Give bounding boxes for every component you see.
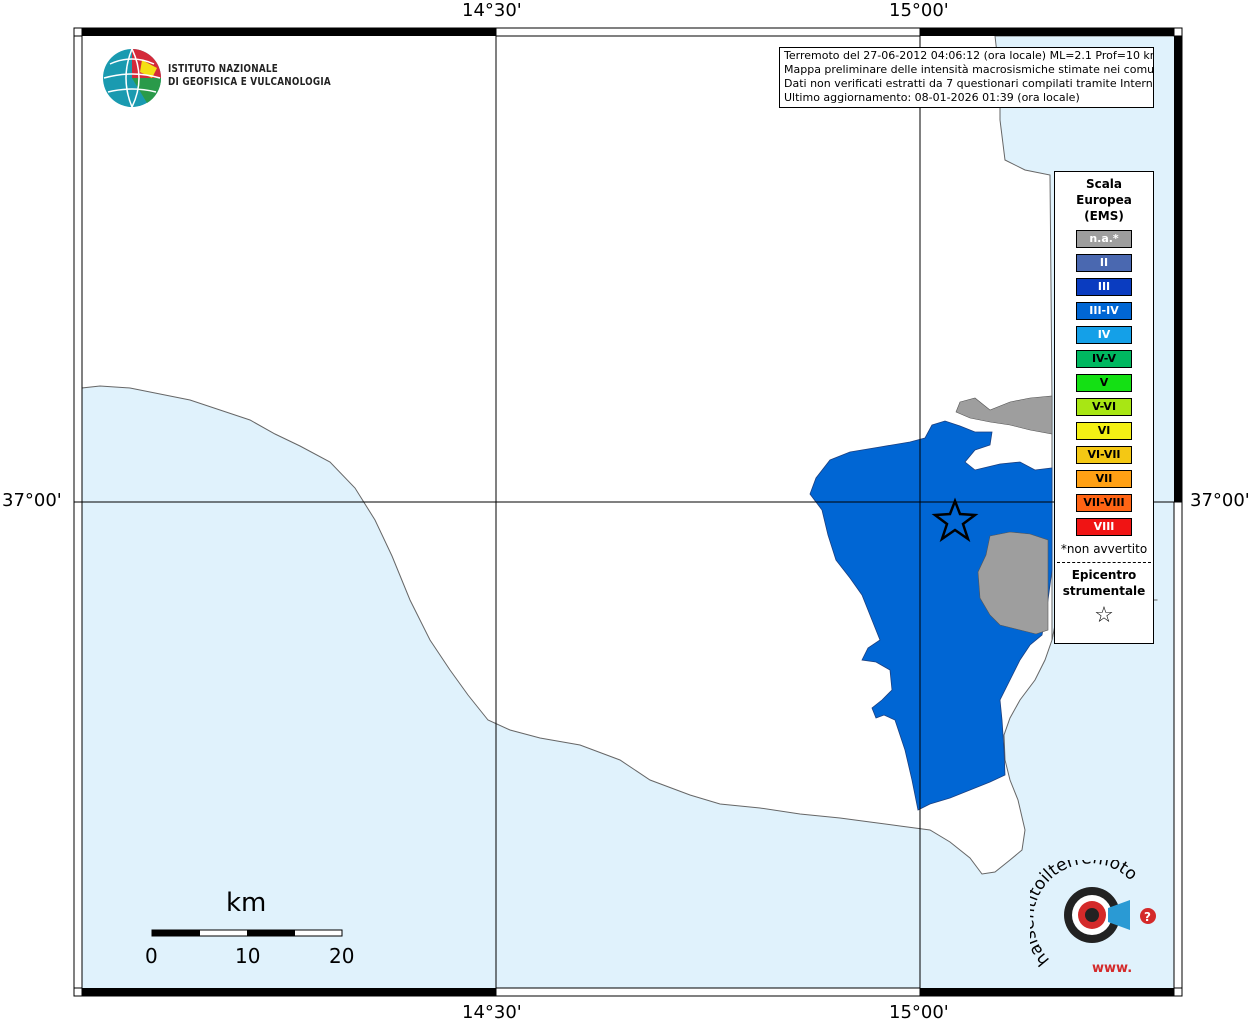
legend-item: VI [1076,422,1132,440]
legend-item: VI-VII [1076,446,1132,464]
scale-tick-10: 10 [235,944,261,968]
legend-title-line2: Europea [1076,193,1132,207]
legend-title: Scala Europea (EMS) [1055,176,1153,224]
legend-title-line1: Scala [1085,177,1123,191]
legend-item: II [1076,254,1132,272]
frame-right-bottom [1173,501,1183,989]
ingv-name: ISTITUTO NAZIONALE DI GEOFISICA E VULCAN… [168,62,331,88]
frame-top-right [920,28,1174,36]
axis-right-37-00: 37°00' [1190,490,1250,511]
ingv-name-line2: DI GEOFISICA E VULCANOLOGIA [168,75,331,88]
legend-items: n.a.* II III III-IV IV IV-V V V-VI VI VI-VII VII VI… [1055,230,1153,536]
legend-epicenter-line2: strumentale [1062,584,1146,598]
frame-left-top [73,35,83,503]
haisentito-logo: ? haisentitoilterremoto.it www. [1030,860,1156,976]
legend-item: n.a.* [1076,230,1132,248]
event-info-line3: Dati non verificati estratti da 7 questi… [784,77,1154,90]
legend-item: V-VI [1076,398,1132,416]
frame-left-bottom [73,501,83,989]
axis-top-14-30: 14°30' [462,0,522,21]
region-intensity-iii-iv [809,420,1053,811]
scale-tick-20: 20 [329,944,355,968]
scale-tick-0: 0 [145,944,158,968]
event-info-box: Terremoto del 27-06-2012 04:06:12 (ora l… [779,47,1154,108]
legend-separator [1057,562,1151,563]
event-info-line1: Terremoto del 27-06-2012 04:06:12 (ora l… [784,49,1154,62]
sea-southwest [81,385,1183,997]
legend-note: *non avvertito [1060,542,1148,556]
axis-bottom-14-30: 14°30' [462,1002,522,1023]
legend-item: IV-V [1076,350,1132,368]
axis-bottom-15-00: 15°00' [889,1002,949,1023]
event-info-line4: Ultimo aggiornamento: 08-01-2026 01:39 (… [784,91,1080,104]
ingv-globe-icon [103,48,162,108]
legend-item: III [1076,278,1132,296]
region-not-felt-south [977,531,1049,635]
legend-item: V [1076,374,1132,392]
legend-item: VII-VIII [1076,494,1132,512]
frame-right-top [1174,36,1182,502]
scale-unit: km [226,888,267,918]
legend-item: III-IV [1076,302,1132,320]
ems-legend: Scala Europea (EMS) n.a.* II III III-IV IV IV… [1054,171,1154,644]
legend-epicenter-label: Epicentro strumentale [1055,567,1153,599]
legend-epicenter-line1: Epicentro [1071,568,1137,582]
epicenter-star-icon [931,497,979,543]
haisentito-logo-prefix: www. [1092,961,1132,976]
ingv-name-line1: ISTITUTO NAZIONALE [168,62,279,75]
legend-star-icon: ☆ [1094,603,1114,628]
axis-top-15-00: 15°00' [889,0,949,21]
scale-bar [151,929,343,937]
axis-left-37-00: 37°00' [2,490,62,511]
legend-item: VIII [1076,518,1132,536]
frame-top-left [82,28,496,36]
region-not-felt-north [955,395,1053,435]
frame-bottom-left [82,988,496,996]
event-info-line2: Mappa preliminare delle intensità macros… [784,63,1154,76]
svg-text:?: ? [1144,910,1151,924]
frame-bottom-right [920,988,1174,996]
legend-title-line3: (EMS) [1084,209,1124,223]
frame-bottom-mid [495,987,921,997]
frame-top-mid [495,27,921,37]
legend-item: IV [1076,326,1132,344]
legend-item: VII [1076,470,1132,488]
